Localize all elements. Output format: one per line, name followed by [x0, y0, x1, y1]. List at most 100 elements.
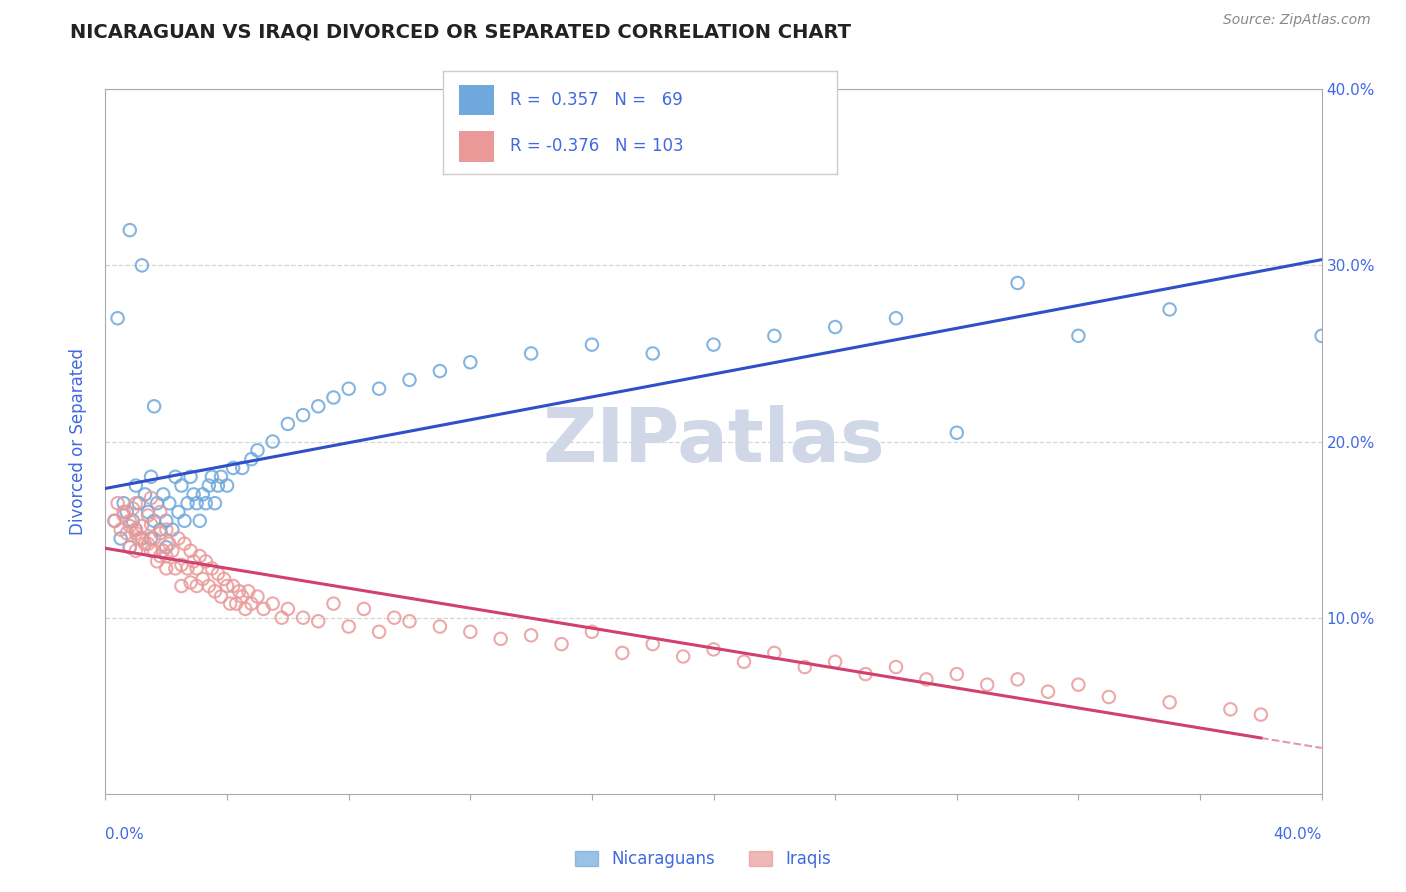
Point	[520, 628, 543, 642]
Point	[191, 572, 214, 586]
Point	[353, 602, 375, 616]
Point	[270, 610, 292, 624]
Point	[118, 540, 141, 554]
Point	[1159, 302, 1181, 317]
Point	[157, 537, 180, 551]
Point	[262, 434, 284, 449]
Point	[118, 514, 141, 528]
Point	[398, 373, 420, 387]
Point	[194, 554, 217, 568]
Point	[198, 579, 221, 593]
Point	[322, 597, 344, 611]
Point	[429, 364, 451, 378]
Point	[139, 469, 162, 483]
Point	[217, 478, 239, 492]
Point	[207, 566, 229, 581]
Point	[125, 496, 148, 510]
Point	[262, 597, 284, 611]
Point	[134, 537, 156, 551]
Bar	[458, 131, 494, 161]
Point	[165, 561, 187, 575]
Point	[945, 425, 967, 440]
Point	[170, 558, 193, 572]
Point	[550, 637, 572, 651]
Point	[118, 519, 141, 533]
Point	[121, 501, 143, 516]
Point	[103, 514, 125, 528]
Point	[824, 655, 846, 669]
Point	[884, 311, 907, 326]
Point	[103, 514, 125, 528]
Point	[131, 258, 153, 272]
Point	[149, 505, 172, 519]
Point	[183, 554, 205, 568]
Point	[1067, 328, 1090, 343]
Point	[112, 508, 135, 523]
Point	[1219, 702, 1241, 716]
Point	[128, 532, 150, 546]
Point	[763, 646, 786, 660]
Point	[277, 417, 299, 431]
Point	[155, 549, 177, 563]
Point	[222, 579, 245, 593]
Point	[246, 590, 269, 604]
Point	[201, 469, 224, 483]
Point	[180, 469, 202, 483]
Point	[337, 382, 360, 396]
Text: 0.0%: 0.0%	[105, 827, 145, 841]
Point	[152, 487, 174, 501]
Point	[167, 505, 190, 519]
Text: ZIPatlas: ZIPatlas	[543, 405, 884, 478]
Point	[180, 543, 202, 558]
Point	[146, 554, 169, 568]
Point	[115, 526, 138, 541]
Point	[641, 346, 664, 360]
Point	[149, 523, 172, 537]
Point	[173, 514, 195, 528]
Point	[1007, 276, 1029, 290]
Point	[915, 673, 938, 687]
Point	[186, 496, 208, 510]
Point	[134, 487, 156, 501]
Text: R = -0.376   N = 103: R = -0.376 N = 103	[510, 137, 683, 155]
Point	[143, 532, 166, 546]
Point	[143, 543, 166, 558]
Point	[225, 597, 247, 611]
Text: Source: ZipAtlas.com: Source: ZipAtlas.com	[1223, 13, 1371, 28]
Point	[212, 572, 235, 586]
Point	[1159, 695, 1181, 709]
Text: 40.0%: 40.0%	[1274, 827, 1322, 841]
Point	[246, 443, 269, 458]
Point	[107, 311, 129, 326]
Point	[125, 478, 148, 492]
Point	[149, 526, 172, 541]
Point	[188, 549, 211, 563]
Point	[128, 496, 150, 510]
Point	[702, 642, 725, 657]
Point	[118, 223, 141, 237]
Point	[581, 624, 603, 639]
Point	[188, 514, 211, 528]
Point	[157, 496, 180, 510]
Point	[155, 514, 177, 528]
Point	[186, 579, 208, 593]
Point	[162, 543, 184, 558]
Point	[382, 610, 405, 624]
Point	[855, 667, 877, 681]
Point	[292, 610, 315, 624]
Point	[240, 597, 263, 611]
Point	[125, 526, 148, 541]
Point	[581, 337, 603, 351]
Point	[641, 637, 664, 651]
Point	[219, 597, 242, 611]
Point	[1098, 690, 1121, 704]
Point	[107, 496, 129, 510]
Point	[162, 523, 184, 537]
Point	[884, 660, 907, 674]
Point	[136, 537, 159, 551]
Point	[976, 678, 998, 692]
Point	[231, 461, 253, 475]
Point	[277, 602, 299, 616]
Point	[398, 614, 420, 628]
Point	[191, 487, 214, 501]
